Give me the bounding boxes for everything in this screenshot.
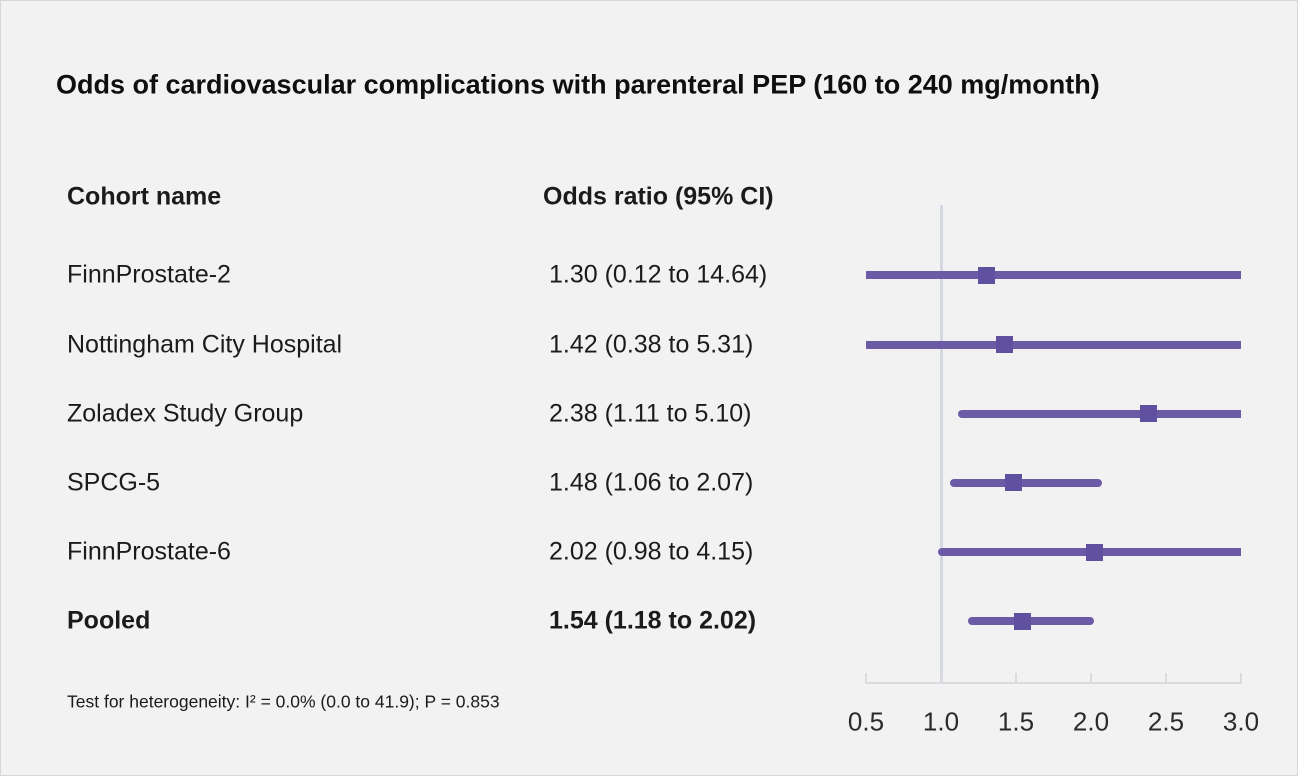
x-axis-tick [1090, 673, 1092, 682]
chart-title: Odds of cardiovascular complications wit… [56, 69, 1100, 100]
x-axis-tick-label: 1.5 [997, 706, 1035, 737]
or-value: 2.38 (1.11 to 5.10) [549, 399, 752, 428]
cohort-label: Pooled [67, 606, 151, 635]
x-axis-tick [865, 673, 867, 682]
cohort-label: FinnProstate-6 [67, 537, 231, 566]
cohort-label: FinnProstate-2 [67, 260, 231, 289]
x-axis-tick [1240, 673, 1242, 682]
x-axis-line [865, 682, 1242, 684]
ci-line [866, 271, 1241, 280]
column-header-cohort: Cohort name [67, 182, 222, 211]
ci-line [950, 478, 1102, 487]
column-header-odds-ratio: Odds ratio (95% CI) [543, 182, 774, 211]
or-marker [1085, 543, 1103, 561]
cohort-label: Zoladex Study Group [67, 399, 304, 428]
or-marker [977, 266, 995, 284]
or-marker [995, 336, 1013, 353]
x-axis-tick [1165, 673, 1167, 682]
x-axis-tick-label: 1.0 [922, 706, 960, 737]
cohort-label: SPCG-5 [67, 468, 161, 497]
or-value: 1.54 (1.18 to 2.02) [549, 606, 757, 635]
cohort-label: Nottingham City Hospital [67, 330, 343, 358]
heterogeneity-note: Test for heterogeneity: I² = 0.0% (0.0 t… [67, 691, 500, 712]
or-marker [1004, 474, 1022, 492]
ci-line [957, 409, 1241, 418]
x-axis-tick-label: 3.0 [1222, 706, 1260, 737]
or-value: 2.02 (0.98 to 4.15) [549, 537, 754, 566]
ci-line [968, 617, 1094, 626]
x-axis-tick [1015, 673, 1017, 682]
reference-line [939, 205, 943, 684]
or-marker [1139, 405, 1157, 423]
or-value: 1.42 (0.38 to 5.31) [549, 330, 754, 358]
x-axis-tick-label: 2.5 [1147, 706, 1185, 737]
or-value: 1.48 (1.06 to 2.07) [549, 468, 754, 497]
x-axis-tick-label: 2.0 [1072, 706, 1110, 737]
or-marker [1013, 612, 1031, 630]
x-axis-tick-label: 0.5 [847, 706, 885, 737]
or-value: 1.30 (0.12 to 14.64) [549, 260, 768, 289]
ci-line [866, 340, 1241, 349]
x-axis-tick [940, 673, 942, 682]
